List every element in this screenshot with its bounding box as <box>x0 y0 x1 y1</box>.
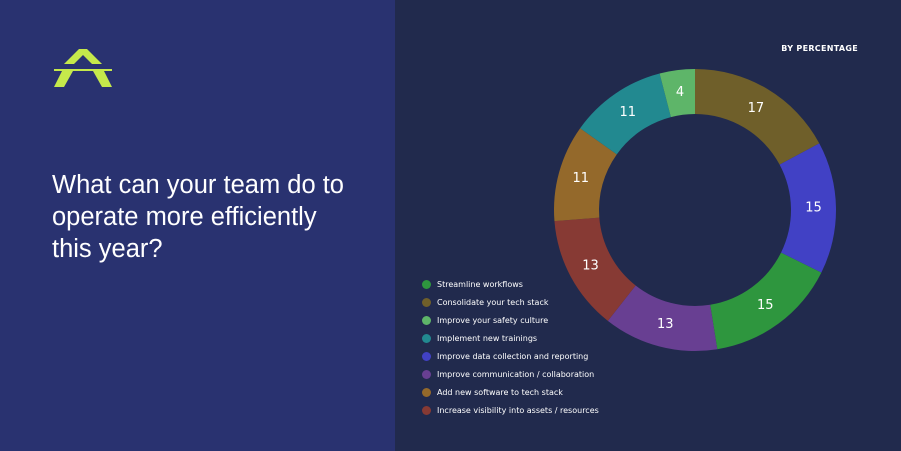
donut-slice <box>710 252 822 350</box>
legend-label: Improve your safety culture <box>437 315 549 325</box>
legend-swatch <box>422 351 431 361</box>
slice-value-label: 15 <box>757 298 774 313</box>
donut-chart: 17 15 15 13 13 11 11 4 <box>554 69 836 351</box>
left-panel: What can your team do to operate more ef… <box>0 0 395 451</box>
slice-value-label: 13 <box>582 258 599 273</box>
slice-value-label: 11 <box>620 105 637 120</box>
legend-item: Streamline workflows <box>422 275 599 293</box>
page-title: What can your team do to operate more ef… <box>52 171 344 263</box>
legend-swatch <box>422 333 431 343</box>
legend-label: Improve communication / collaboration <box>437 370 595 380</box>
legend-swatch <box>422 297 431 307</box>
donut-slice <box>695 69 820 165</box>
chart-subtitle: BY PERCENTAGE <box>781 44 858 53</box>
legend-item: Improve your safety culture <box>422 311 599 329</box>
legend-swatch <box>422 315 431 325</box>
donut-slice <box>554 128 617 222</box>
legend-item: Increase visibility into assets / resour… <box>422 402 599 420</box>
legend-swatch <box>422 388 431 398</box>
donut-slice <box>607 285 718 351</box>
chart-legend: Streamline workflows Consolidate your tec… <box>422 275 599 420</box>
legend-swatch <box>422 406 431 416</box>
legend-item: Add new software to tech stack <box>422 384 599 402</box>
donut-slice <box>580 73 671 155</box>
slice-value-label: 13 <box>657 317 674 332</box>
legend-item: Improve communication / collaboration <box>422 365 599 383</box>
slice-value-label: 4 <box>676 85 684 100</box>
legend-label: Consolidate your tech stack <box>437 297 549 307</box>
legend-swatch <box>422 279 431 289</box>
legend-item: Consolidate your tech stack <box>422 293 599 311</box>
slice-value-label: 15 <box>805 201 822 216</box>
legend-label: Increase visibility into assets / resour… <box>437 406 599 416</box>
legend-label: Improve data collection and reporting <box>437 351 589 361</box>
donut-slice <box>779 143 836 273</box>
brand-logo-icon <box>54 49 112 87</box>
slice-value-label: 17 <box>748 101 765 116</box>
legend-swatch <box>422 370 431 380</box>
legend-item: Implement new trainings <box>422 329 599 347</box>
legend-label: Add new software to tech stack <box>437 388 563 398</box>
legend-item: Improve data collection and reporting <box>422 347 599 365</box>
donut-slice <box>554 217 636 321</box>
slice-value-label: 11 <box>573 171 590 186</box>
donut-slice <box>659 69 695 118</box>
legend-label: Implement new trainings <box>437 333 538 343</box>
legend-label: Streamline workflows <box>437 279 523 289</box>
